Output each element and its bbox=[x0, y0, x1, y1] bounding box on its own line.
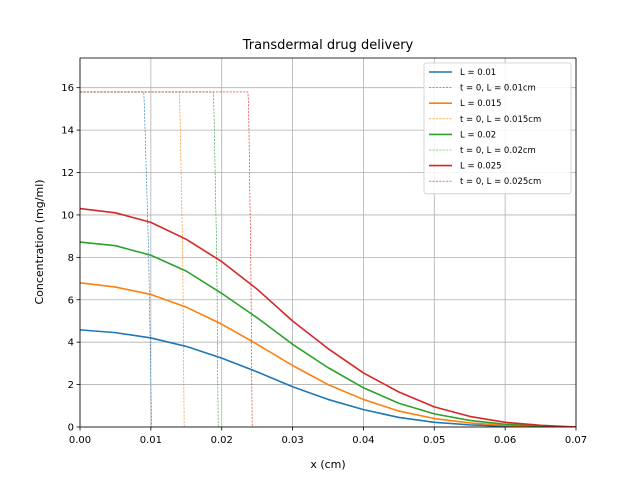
x-tick-label: 0.06 bbox=[494, 435, 516, 446]
x-tick-label: 0.04 bbox=[352, 435, 374, 446]
legend: L = 0.01 t = 0, L = 0.01cm L = 0.015 t = 0,… bbox=[423, 62, 572, 195]
series-line-4 bbox=[80, 241, 576, 427]
series-line-7 bbox=[80, 91, 576, 427]
chart-title: Transdermal drug delivery bbox=[242, 38, 414, 53]
x-axis-label: x (cm) bbox=[310, 458, 345, 471]
series-line-0 bbox=[80, 329, 576, 427]
legend-label-2: L = 0.015 bbox=[460, 99, 502, 109]
x-tick-label: 0.05 bbox=[423, 435, 445, 446]
y-tick-label: 6 bbox=[68, 295, 74, 306]
series-line-6 bbox=[80, 207, 576, 427]
y-tick-label: 2 bbox=[68, 380, 74, 391]
series-group bbox=[80, 91, 576, 427]
legend-label-0: L = 0.01 bbox=[460, 68, 496, 78]
legend-label-5: t = 0, L = 0.02cm bbox=[460, 146, 536, 156]
legend-label-4: L = 0.02 bbox=[460, 130, 496, 140]
y-tick-label: 16 bbox=[61, 83, 74, 94]
y-axis-label: Concentration (mg/ml) bbox=[33, 179, 46, 304]
axes-frame bbox=[79, 57, 577, 428]
y-tick-label: 14 bbox=[61, 126, 74, 137]
y-tick-label: 4 bbox=[68, 338, 74, 349]
y-tick-label: 10 bbox=[61, 210, 74, 221]
legend-label-3: t = 0, L = 0.015cm bbox=[460, 115, 541, 125]
x-tick-label: 0.02 bbox=[211, 435, 233, 446]
legend-label-1: t = 0, L = 0.01cm bbox=[460, 84, 536, 94]
legend-label-7: t = 0, L = 0.025cm bbox=[460, 177, 541, 187]
x-tick-label: 0.01 bbox=[140, 435, 162, 446]
legend-label-6: L = 0.025 bbox=[460, 162, 502, 172]
x-tick-label: 0.00 bbox=[69, 435, 91, 446]
plot-area: 0.00 0.01 0.02 0.03 0.04 0.05 0.06 0.07 0 2 4 6 8 10 1… bbox=[61, 57, 587, 446]
series-line-2 bbox=[80, 281, 576, 427]
legend-box bbox=[423, 62, 572, 195]
series-line-5 bbox=[80, 91, 576, 427]
x-tick-label: 0.07 bbox=[565, 435, 587, 446]
y-tick-label: 0 bbox=[68, 423, 74, 434]
y-tick-label: 12 bbox=[61, 168, 74, 179]
y-tick-label: 8 bbox=[68, 253, 74, 264]
x-tick-label: 0.03 bbox=[281, 435, 303, 446]
